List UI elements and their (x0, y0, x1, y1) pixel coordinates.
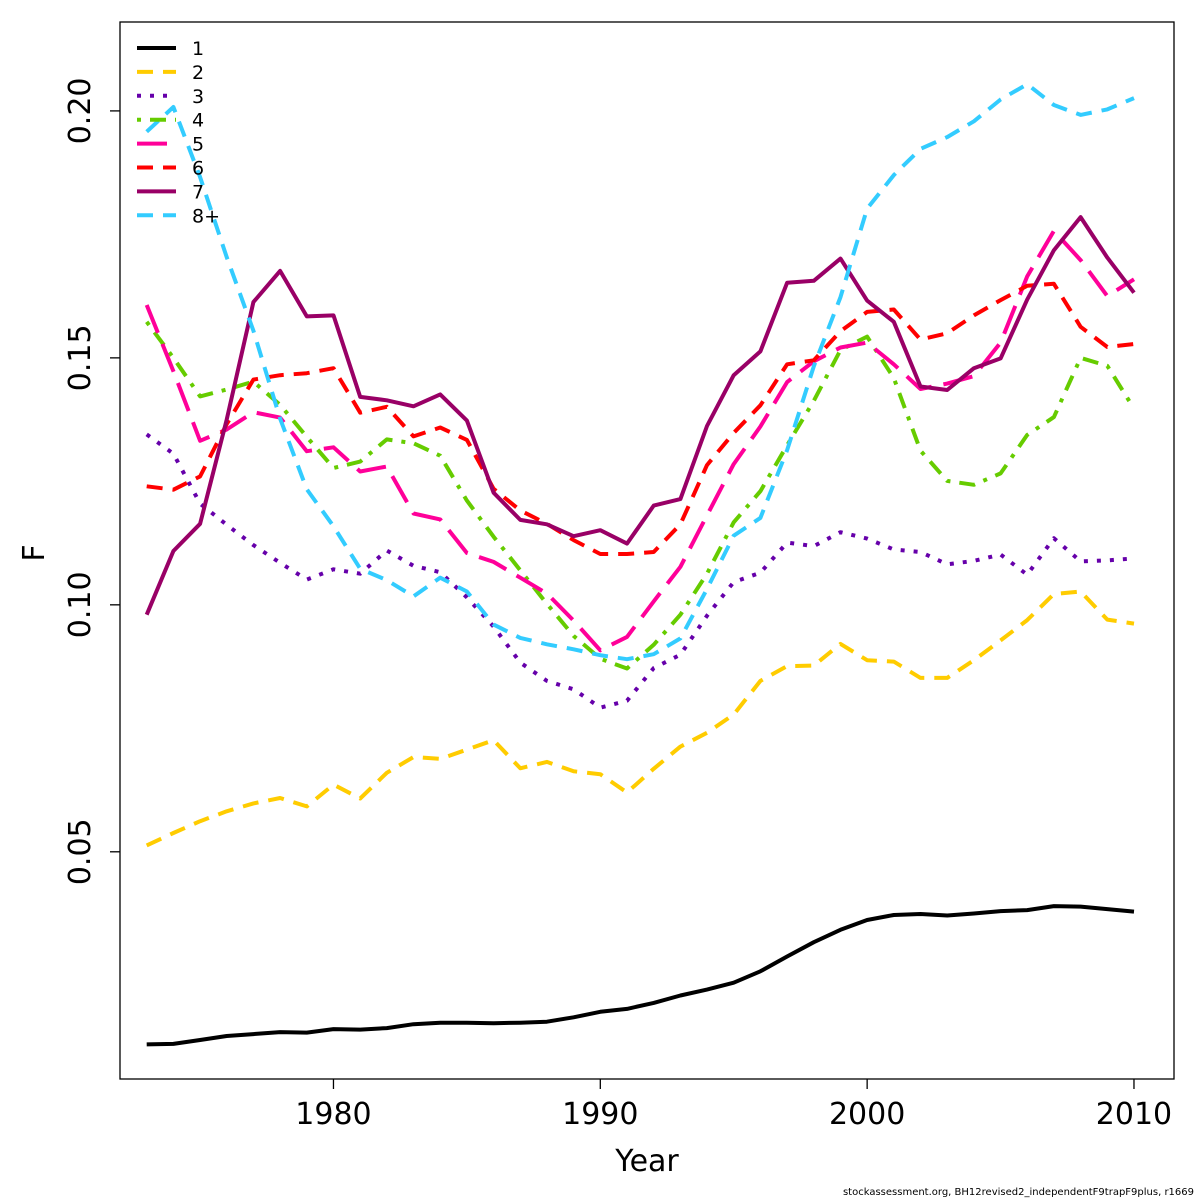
y-axis: 0.05 0.10 0.15 0.20 (63, 78, 120, 885)
legend-label: 6 (192, 158, 204, 180)
x-axis: 1980 1990 2000 2010 (295, 1079, 1172, 1132)
x-axis-title: Year (614, 1144, 679, 1179)
series-line-8plus (145, 82, 1135, 662)
y-tick-label: 0.05 (63, 818, 98, 885)
legend-label: 3 (192, 86, 204, 108)
series-line-3 (145, 432, 1135, 710)
y-axis-title: F (17, 544, 52, 561)
legend-label: 1 (192, 38, 204, 60)
plot-frame (119, 21, 1175, 1080)
series-line-2 (145, 589, 1135, 848)
legend-label: 2 (192, 62, 204, 84)
legend-label: 5 (192, 134, 204, 156)
series-line-7 (144, 215, 1136, 616)
series-line-6 (146, 281, 1135, 556)
y-tick-label: 0.15 (63, 324, 98, 391)
x-tick-label: 2000 (829, 1097, 905, 1132)
y-tick-label: 0.20 (63, 78, 98, 145)
legend-label: 4 (192, 110, 204, 132)
legend-label: 7 (192, 181, 204, 203)
series-line-4 (145, 320, 1136, 671)
series-lines (144, 82, 1136, 1047)
y-tick-label: 0.10 (63, 571, 98, 638)
footer-credit: stockassessment.org, BH12revised2_indepe… (842, 1187, 1194, 1198)
legend-label: 8+ (192, 205, 220, 227)
series-line-1 (146, 904, 1135, 1047)
x-tick-label: 2010 (1096, 1097, 1172, 1132)
series-line-5 (144, 228, 1136, 653)
x-tick-label: 1980 (295, 1097, 371, 1132)
x-tick-label: 1990 (562, 1097, 638, 1132)
